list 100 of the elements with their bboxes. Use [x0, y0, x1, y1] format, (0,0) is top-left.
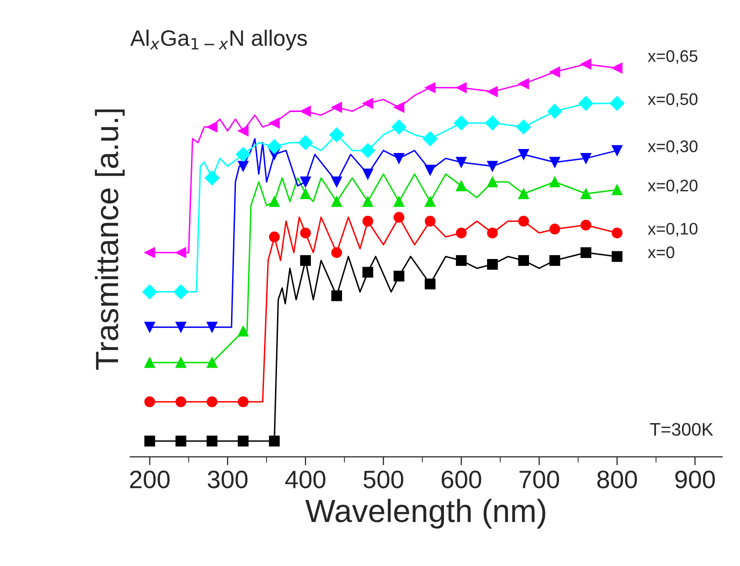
series-label: x=0,50 [648, 93, 698, 108]
point [173, 284, 188, 300]
point [612, 184, 622, 196]
x-axis-title: Wavelength (nm) [305, 498, 546, 529]
point [238, 436, 249, 446]
series-label: x=0,30 [648, 140, 698, 154]
point [549, 224, 560, 234]
point [329, 127, 344, 142]
point [144, 322, 156, 333]
point [144, 247, 156, 258]
x-tick-label: 500 [364, 470, 404, 488]
point [300, 106, 311, 117]
point [362, 216, 374, 227]
point [394, 196, 404, 207]
point [268, 118, 280, 128]
point [360, 143, 376, 158]
point [175, 322, 186, 333]
point [456, 156, 467, 168]
point [206, 357, 218, 368]
x-tick-label: 300 [208, 470, 248, 488]
x-tick-label: 200 [130, 470, 170, 488]
point [580, 188, 592, 200]
point [518, 78, 529, 90]
point [300, 188, 311, 200]
point [580, 220, 592, 230]
point [238, 160, 249, 172]
point [487, 176, 498, 188]
point [518, 216, 529, 227]
x-tick-label: 600 [442, 470, 482, 488]
point [394, 212, 404, 223]
annotation: T=300K [650, 422, 714, 436]
point [612, 145, 622, 156]
point [362, 266, 374, 278]
point [300, 176, 311, 188]
point [175, 436, 186, 446]
point [612, 228, 622, 238]
point [298, 135, 313, 150]
point [578, 96, 594, 111]
point [487, 258, 498, 270]
point [487, 86, 498, 97]
point [487, 228, 498, 238]
x-tick-label: 700 [520, 470, 560, 488]
point [362, 168, 374, 180]
point [487, 160, 498, 172]
point [549, 176, 560, 188]
point [206, 436, 218, 446]
point [456, 180, 467, 192]
point [610, 96, 624, 111]
point [580, 58, 592, 70]
point [268, 436, 280, 446]
point [362, 196, 374, 207]
point [331, 102, 342, 113]
point [266, 139, 282, 154]
point [518, 149, 529, 160]
point [549, 255, 560, 266]
point [331, 247, 342, 258]
y-axis-title: Trasmittance [a.u.] [94, 109, 125, 370]
point [549, 156, 560, 168]
point [518, 188, 529, 200]
point [144, 357, 156, 368]
point [424, 82, 436, 94]
point [612, 251, 622, 262]
point [422, 131, 438, 146]
point [456, 228, 467, 238]
point [204, 170, 220, 186]
point [238, 396, 249, 408]
point [175, 247, 186, 258]
series-label: x=0 [648, 246, 674, 258]
x-tick-label: 900 [675, 470, 715, 488]
point [144, 436, 156, 446]
point [175, 396, 186, 408]
chart-title: Al$_{x}$Ga$_{1−x}$N alloys [130, 30, 307, 50]
point [424, 278, 436, 290]
point [456, 255, 467, 266]
point [175, 357, 186, 368]
point [549, 66, 560, 78]
point [516, 120, 532, 134]
x-tick-label: 400 [285, 470, 326, 488]
series-label: x=0,65 [648, 50, 698, 64]
point [454, 116, 469, 130]
point [300, 255, 311, 266]
x-tick-label: 800 [597, 470, 637, 488]
point [424, 164, 436, 176]
point [362, 98, 374, 109]
point [394, 152, 404, 164]
point [236, 147, 251, 162]
point [424, 216, 436, 227]
point [142, 284, 158, 300]
point [394, 270, 404, 282]
series-label: x=0,20 [648, 180, 698, 194]
point [580, 152, 592, 164]
point [144, 396, 156, 408]
point [206, 122, 218, 132]
point [238, 326, 249, 336]
point [547, 104, 562, 119]
point [268, 196, 280, 207]
point [394, 102, 404, 113]
point [268, 232, 280, 242]
point [392, 120, 406, 134]
point [206, 396, 218, 408]
